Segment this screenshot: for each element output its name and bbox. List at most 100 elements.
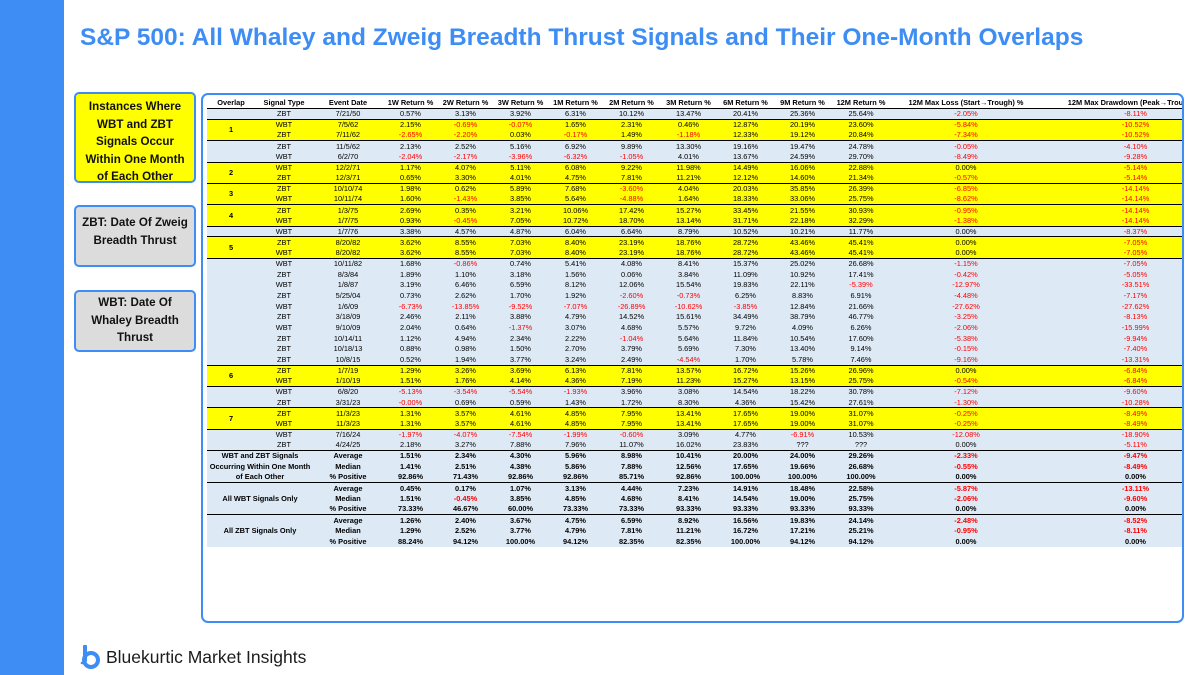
return-cell: 28.72% — [732, 247, 759, 257]
stat-name-cell: Median — [313, 525, 383, 537]
signal-type-cell: ZBT — [255, 407, 313, 419]
return-cell: 1.51% — [400, 376, 421, 386]
return-cell: 14.49% — [717, 161, 774, 173]
return-cell: 13.41% — [675, 418, 702, 428]
column-header: 12M Max Loss (Start→Trough) % — [891, 98, 1041, 110]
summary-label: All ZBT Signals Only — [207, 514, 313, 547]
return-cell: 12.06% — [618, 280, 645, 290]
overlap-number — [207, 140, 255, 163]
return-cell: 14.54% — [717, 386, 774, 398]
summary-row: % Positive 73.33% 46.67% 60.00% 73.33% 73.33%… — [207, 504, 1182, 515]
return-cell: 2.52% — [438, 140, 493, 152]
return-cell: 6.08% — [548, 161, 603, 173]
return-cell: 0.57% — [383, 108, 438, 120]
event-date-cell: 11/3/23 — [313, 407, 383, 419]
return-cell: 6.04% — [548, 225, 603, 237]
return-cell: 19.83% — [732, 280, 759, 290]
return-cell: -0.69% — [438, 118, 493, 131]
table-row: WBT 6/2/70 -2.04% -2.17% -3.96% -6.32% -1.05% 4… — [207, 151, 1182, 163]
return-cell: 17.60% — [848, 333, 874, 343]
return-cell: -5.39% — [849, 280, 873, 290]
stat-value-cell: 4.68% — [603, 493, 660, 505]
stat-value-cell: 5.86% — [548, 461, 603, 473]
callout-overlap: Instances Where WBT and ZBT Signals Occu… — [74, 92, 196, 183]
stat-value-cell: 24.14% — [831, 514, 891, 526]
return-cell: 7.03% — [493, 236, 548, 248]
return-cell: -0.07% — [493, 118, 548, 131]
stat-value-cell: 71.43% — [438, 472, 493, 483]
stat-value-cell: 7.88% — [603, 461, 660, 473]
return-cell: -10.62% — [674, 301, 703, 311]
stat-value-cell: 29.26% — [831, 450, 891, 462]
return-cell: 23.19% — [618, 247, 645, 257]
return-cell: 1.70% — [510, 290, 531, 300]
return-cell: 2.18% — [400, 440, 421, 450]
event-date-cell: 4/24/25 — [335, 440, 361, 450]
return-cell: 24.59% — [789, 151, 816, 161]
return-cell: 15.37% — [717, 257, 774, 270]
return-cell: 3.30% — [455, 173, 476, 183]
return-cell: -13.31% — [1121, 354, 1150, 364]
stat-value-cell: 4.75% — [548, 514, 603, 526]
return-cell: 31.07% — [831, 407, 891, 419]
stat-value-cell: 4.38% — [493, 461, 548, 473]
signal-type-cell: ZBT — [277, 312, 291, 322]
stat-value-cell: -2.33% — [891, 450, 1041, 462]
return-cell: 26.39% — [831, 183, 891, 195]
stat-value-cell: 17.65% — [717, 461, 774, 473]
stat-name-cell: % Positive — [313, 472, 383, 483]
return-cell: -12.08% — [891, 428, 1041, 441]
return-cell: 7.95% — [621, 418, 642, 428]
return-cell: 0.65% — [400, 173, 421, 183]
signal-type-cell: ZBT — [277, 440, 291, 450]
return-cell: -18.90% — [1041, 428, 1182, 441]
return-cell: 11.77% — [831, 225, 891, 237]
overlap-number: 2 — [207, 161, 255, 184]
return-cell: -3.25% — [954, 312, 978, 322]
return-cell: 16.06% — [774, 161, 831, 173]
return-cell: -4.10% — [1041, 140, 1182, 152]
stat-value-cell: 25.75% — [831, 493, 891, 505]
return-cell: 17.65% — [717, 407, 774, 419]
return-cell: 25.75% — [848, 194, 874, 204]
return-cell: 19.16% — [717, 140, 774, 152]
return-cell: -7.07% — [563, 301, 588, 311]
return-cell: 23.19% — [603, 236, 660, 248]
stat-value-cell: -8.49% — [1041, 461, 1182, 473]
return-cell: 3.26% — [438, 364, 493, 376]
event-date-cell: 10/10/74 — [313, 183, 383, 195]
return-cell: -10.52% — [1121, 130, 1150, 140]
stat-value-cell: -2.48% — [891, 514, 1041, 526]
return-cell: -0.42% — [954, 269, 978, 279]
column-header: 12M Return % — [831, 98, 891, 110]
signal-type-cell: WBT — [275, 280, 293, 290]
return-cell: -12.97% — [952, 280, 980, 290]
return-cell: 25.75% — [848, 376, 874, 386]
return-cell: 2.62% — [455, 290, 476, 300]
overlap-number: 6 — [207, 364, 255, 387]
return-cell: 1.31% — [383, 407, 438, 419]
return-cell: 0.00% — [955, 247, 977, 257]
return-cell: -1.37% — [508, 322, 533, 332]
return-cell: -1.05% — [619, 151, 644, 161]
return-cell: -1.93% — [548, 386, 603, 398]
signal-type-cell: ZBT — [255, 364, 313, 376]
event-date-cell: 11/3/23 — [335, 418, 361, 428]
return-cell: -2.60% — [619, 290, 644, 300]
return-cell: -0.05% — [891, 140, 1041, 152]
return-cell: -0.17% — [563, 130, 588, 140]
return-cell: 5.89% — [493, 183, 548, 195]
return-cell: 26.96% — [831, 364, 891, 376]
return-cell: 0.93% — [400, 215, 421, 225]
return-cell: 15.27% — [660, 204, 717, 216]
return-cell: 14.52% — [618, 312, 645, 322]
return-cell: 2.49% — [621, 354, 642, 364]
stat-value-cell: -8.52% — [1041, 514, 1182, 526]
return-cell: 3.62% — [383, 236, 438, 248]
event-date-cell: 3/18/09 — [335, 312, 361, 322]
column-header: 2M Return % — [603, 98, 660, 110]
return-cell: 4.85% — [565, 418, 586, 428]
table-row: WBT 1/6/09 -6.73% -13.85% -9.52% -7.07% -26.89… — [207, 301, 1182, 312]
summary-row: Median 1.51% -0.45% 3.85% 4.85% 4.68% 8.41% 14.… — [207, 493, 1182, 505]
return-cell: 22.88% — [831, 161, 891, 173]
